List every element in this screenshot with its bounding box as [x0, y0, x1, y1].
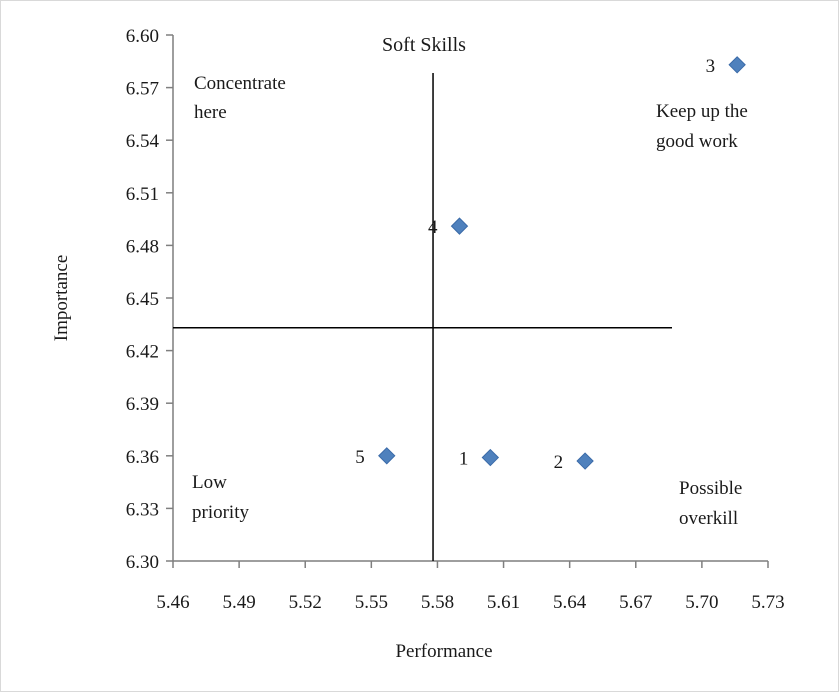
- quadrant-label-line: here: [194, 102, 227, 123]
- data-point-label-5: 5: [355, 447, 365, 468]
- x-tick-label: 5.55: [355, 592, 388, 613]
- x-tick-label: 5.52: [289, 592, 322, 613]
- data-point-label-1: 1: [459, 449, 469, 470]
- x-tick-label: 5.67: [619, 592, 652, 613]
- y-tick-label: 6.60: [126, 26, 159, 47]
- data-point-label-3: 3: [706, 56, 716, 77]
- reference-lines: [173, 73, 672, 561]
- x-tick-label: 5.49: [222, 592, 255, 613]
- y-tick-label: 6.42: [126, 342, 159, 363]
- y-tick-label: 6.54: [126, 131, 160, 152]
- quadrant-label-line: overkill: [679, 508, 738, 529]
- x-tick-label: 5.70: [685, 592, 718, 613]
- y-tick-label: 6.57: [126, 79, 159, 100]
- quadrant-label-top-right: Keep up the good work: [656, 101, 748, 152]
- x-tick-label: 5.64: [553, 592, 587, 613]
- data-point-5: [378, 447, 396, 465]
- quadrant-label-bottom-left: Low priority: [192, 472, 249, 523]
- data-point-label-4: 4: [428, 217, 438, 238]
- data-point-label-2: 2: [554, 452, 564, 473]
- y-tick-label: 6.48: [126, 236, 159, 257]
- data-point-4: [450, 217, 469, 235]
- quadrant-label-line: Low: [192, 472, 227, 493]
- y-tick-label: 6.30: [126, 552, 159, 573]
- y-axis-title: Importance: [51, 255, 72, 342]
- y-tick-label: 6.36: [126, 447, 159, 468]
- quadrant-label-top-left: Concentrate here: [194, 73, 286, 123]
- quadrant-label-line: good work: [656, 131, 738, 152]
- y-tick-label: 6.33: [126, 499, 159, 520]
- data-point-3: [728, 56, 746, 74]
- x-axis-title: Performance: [395, 641, 492, 662]
- data-point-2: [576, 452, 594, 470]
- x-tick-label: 5.46: [156, 592, 189, 613]
- y-tick-label: 6.51: [126, 184, 159, 205]
- data-points: 1 2 3 4 5: [355, 56, 746, 473]
- x-tick-label: 5.73: [751, 592, 784, 613]
- x-tick-label: 5.58: [421, 592, 454, 613]
- data-point-1: [481, 448, 500, 467]
- y-tick-label: 6.39: [126, 394, 159, 415]
- x-tick-label: 5.61: [487, 592, 520, 613]
- y-tick-label: 6.45: [126, 289, 159, 310]
- quadrant-label-line: Possible: [679, 478, 742, 499]
- x-axis: 5.46 5.49 5.52 5.55 5.58 5.61 5.64 5.67 5.70 5.73: [156, 560, 785, 613]
- quadrant-label-bottom-right: Possible overkill: [679, 478, 742, 529]
- quadrant-label-line: Concentrate: [194, 73, 286, 94]
- quadrant-label-line: priority: [192, 502, 249, 523]
- y-axis: 6.30 6.33 6.36 6.39 6.42 6.45 6.48 6.51 6.54 6.57…: [126, 26, 174, 573]
- quadrant-label-line: Keep up the: [656, 101, 748, 122]
- chart-title: Soft Skills: [382, 34, 466, 56]
